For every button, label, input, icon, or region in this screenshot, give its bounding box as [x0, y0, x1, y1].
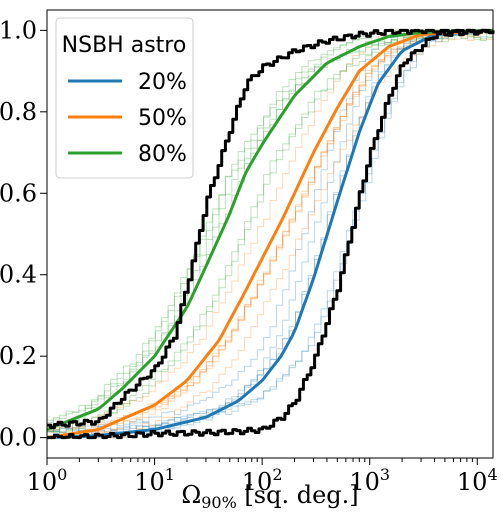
plot-frame	[46, 9, 494, 459]
x-tick-label: 100	[27, 465, 68, 496]
x-axis-label: Ω90% [sq. deg.]	[181, 481, 358, 512]
y-tick-label: 0.8	[0, 98, 37, 126]
y-tick-label: 1.0	[0, 16, 37, 44]
legend-box	[55, 17, 194, 179]
legend-label: 20%	[138, 70, 187, 95]
faint-line-1-1	[47, 29, 493, 432]
legend-label: 80%	[138, 142, 187, 167]
bound-line-1	[47, 28, 495, 430]
series-line-80-percent	[46, 28, 494, 431]
x-tick-label: 103	[349, 465, 390, 496]
y-tick-label: 0.0	[0, 424, 37, 452]
x-axis-label-unit: [sq. deg.]	[237, 481, 359, 509]
faint-line-3-4	[47, 35, 494, 433]
faint-line-1-6	[47, 29, 493, 433]
y-tick-label: 0.2	[0, 342, 37, 370]
faint-line-2-4	[47, 29, 493, 428]
series-lines	[46, 28, 495, 440]
legend-entries: 20% 50% 80%	[68, 70, 187, 167]
bound-line-2	[47, 28, 495, 440]
y-tick-label: 0.6	[0, 179, 37, 207]
y-axis: 0.0 0.2 0.4 0.6 0.8 1.0	[0, 16, 47, 452]
x-axis-label-symbol: Ω	[181, 481, 201, 509]
x-axis: 100 101 102 103 104	[27, 458, 498, 496]
legend-title: NSBH astro	[62, 33, 187, 58]
x-axis-label-subscript: 90%	[201, 493, 237, 512]
legend: NSBH astro 20% 50% 80%	[55, 17, 194, 179]
series-line-50-percent	[46, 28, 494, 440]
faint-line-1-3	[47, 29, 493, 433]
y-tick-label: 0.4	[0, 261, 37, 289]
x-tick-label: 104	[457, 465, 498, 496]
faint-line-2-1	[47, 30, 494, 439]
x-tick-label: 101	[134, 465, 175, 496]
legend-label: 50%	[138, 106, 187, 131]
faint-line-2-5	[47, 29, 493, 433]
series-line-20-percent	[46, 28, 494, 440]
faint-line-2-2	[47, 29, 494, 439]
x-tick-label: 102	[242, 465, 283, 496]
